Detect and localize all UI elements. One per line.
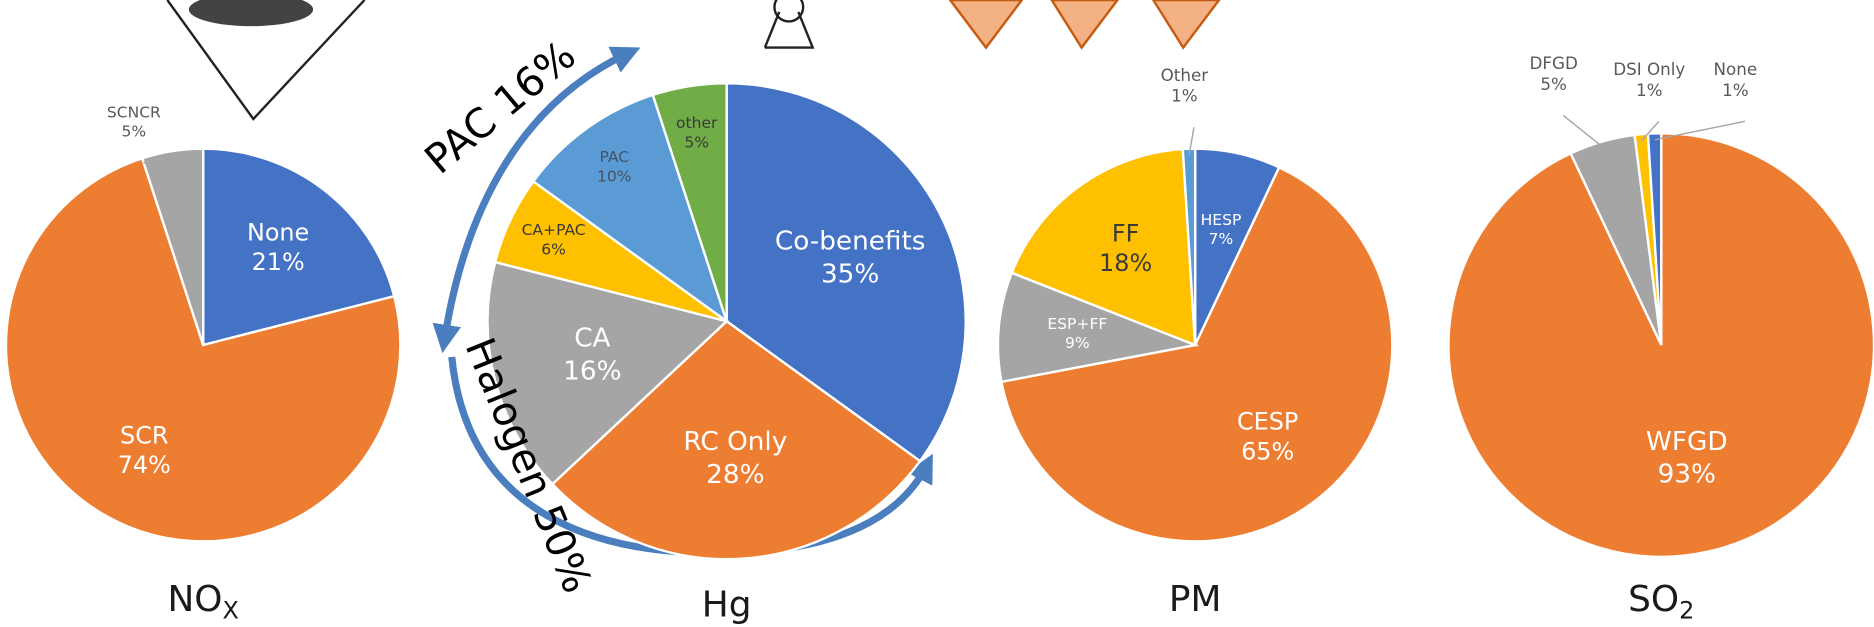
slice-value-label: 1% [1636, 81, 1663, 100]
leader-line [1188, 127, 1195, 155]
slice-label: CESP [1237, 408, 1298, 436]
slice-label: DSI Only [1613, 60, 1685, 79]
chart-title: SO2 [1628, 579, 1694, 624]
pie-slice [1010, 147, 1197, 347]
slice-value-label: 7% [1209, 230, 1234, 248]
slice-value-label: 18% [1099, 249, 1152, 277]
pie-slice [201, 147, 396, 347]
title-text: Hg [702, 585, 752, 626]
pie-slice [996, 271, 1200, 384]
slice-value-label: 5% [1540, 75, 1567, 94]
pie-slice [4, 156, 402, 543]
pie-slice [1000, 165, 1394, 543]
pie-slice [486, 260, 730, 486]
slice-value-label: 6% [541, 240, 566, 258]
pie-slice [550, 319, 922, 561]
title-subscript: 2 [1679, 596, 1694, 624]
slice-value-label: 10% [597, 167, 632, 185]
icons [166, 0, 1221, 121]
pie-slice [725, 82, 967, 463]
pie-slice [651, 82, 728, 322]
title-text: SO [1628, 579, 1679, 620]
slice-label: CA+PAC [522, 221, 586, 239]
slice-value-label: 35% [821, 259, 879, 289]
slice-value-label: 21% [252, 248, 305, 276]
slice-value-label: 5% [122, 123, 147, 141]
pie-slice [531, 93, 729, 325]
slice-label: HESP [1201, 211, 1242, 229]
pie-slice [1181, 147, 1197, 346]
slice-label: SCNCR [107, 103, 161, 121]
slice-value-label: 16% [563, 356, 621, 386]
leader-line [1654, 120, 1746, 141]
slice-label: SCR [120, 421, 168, 449]
slice-value-label: 5% [684, 133, 709, 151]
slice-label: None [247, 219, 309, 247]
slice-value-label: 93% [1658, 460, 1716, 490]
slice-label: ESP+FF [1047, 315, 1107, 333]
chart-title: NOX [167, 579, 238, 624]
slice-label: Co-benefits [775, 227, 926, 257]
slice-label: CA [574, 324, 610, 354]
slice-label: FF [1112, 219, 1139, 247]
title-subscript: X [223, 596, 239, 624]
slice-value-label: 1% [1722, 81, 1749, 100]
chart-title: PM [1169, 579, 1222, 620]
chart-title: Hg [702, 585, 752, 626]
leader-line [1641, 120, 1660, 141]
slice-label: None [1714, 60, 1758, 79]
slice-value-label: 9% [1065, 334, 1090, 352]
slice-value-label: 1% [1171, 87, 1198, 106]
slice-value-label: 65% [1241, 438, 1294, 466]
leader-line [143, 156, 174, 164]
title-text: NO [167, 579, 222, 620]
slice-value-label: 28% [706, 460, 764, 490]
slice-label: other [676, 114, 718, 132]
leader-line [1562, 114, 1605, 149]
title-text: PM [1169, 579, 1222, 620]
slice-label: DFGD [1530, 54, 1578, 73]
slice-label: Other [1161, 66, 1209, 85]
pie-slice [140, 147, 205, 346]
slice-label: WFGD [1646, 427, 1728, 457]
slice-value-label: 74% [118, 451, 171, 479]
slice-label: RC Only [683, 427, 787, 457]
slice-label: PAC [599, 148, 629, 166]
